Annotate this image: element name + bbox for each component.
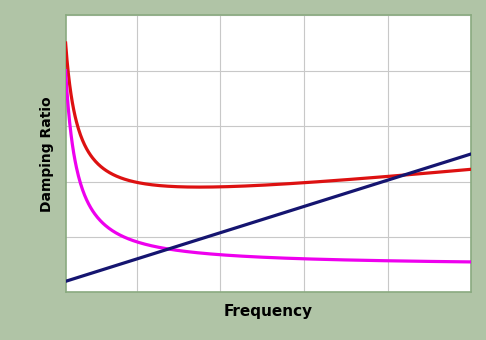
X-axis label: Frequency: Frequency — [224, 304, 313, 319]
Y-axis label: Damping Ratio: Damping Ratio — [40, 96, 54, 212]
